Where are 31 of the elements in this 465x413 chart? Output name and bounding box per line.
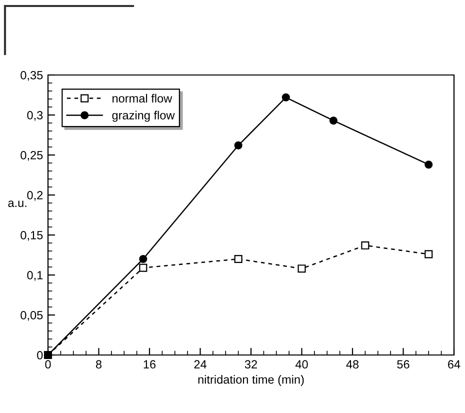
y-tick-label: 0,2 [27, 191, 43, 201]
point [424, 160, 433, 169]
x-tick-label: 24 [194, 360, 206, 368]
point [282, 93, 290, 102]
x-axis-title: nitridation time (min) [198, 375, 304, 386]
y-axis-title: a.u. [8, 200, 26, 208]
x-tick-label: 16 [144, 360, 156, 369]
y-tick-label: 0 [37, 351, 43, 360]
point [139, 264, 148, 272]
point [234, 141, 242, 150]
x-tick-label: 40 [295, 360, 308, 369]
point [298, 264, 306, 273]
point [139, 254, 148, 264]
point [361, 241, 370, 250]
y-tick-label: 0,15 [20, 231, 43, 241]
legend-label: grazing flow [112, 110, 175, 122]
x-tick-label: 0 [45, 360, 51, 369]
point [424, 250, 433, 258]
x-tick-label: 64 [448, 360, 460, 369]
legend-label: normal flow [112, 94, 172, 103]
x-tick-label: 8 [96, 360, 102, 369]
point [329, 116, 338, 125]
point [234, 254, 242, 264]
y-tick-label: 0,1 [27, 271, 43, 281]
y-tick-label: 0,35 [20, 71, 43, 81]
y-tick-label: 0,25 [20, 151, 43, 161]
y-tick-label: 0,05 [20, 311, 43, 321]
x-tick-label: 32 [244, 360, 257, 369]
x-tick-label: 56 [397, 360, 410, 369]
x-tick-label: 48 [346, 360, 359, 369]
y-tick-label: 0,3 [27, 111, 43, 121]
